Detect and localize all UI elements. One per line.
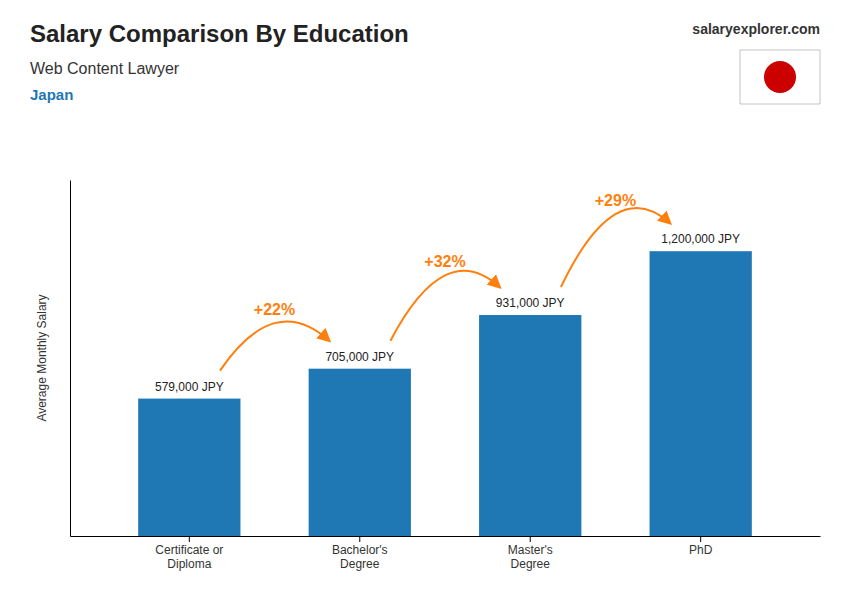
country: Japan — [30, 86, 73, 103]
change-label: +32% — [424, 253, 465, 270]
x-axis-line — [71, 536, 821, 537]
subtitle: Web Content Lawyer — [30, 60, 180, 77]
data-label: 931,000 JPY — [496, 296, 565, 310]
y-axis-title: Average Monthly Salary — [35, 294, 49, 421]
x-tick: Master'sDegree — [508, 536, 553, 571]
bar — [138, 399, 240, 536]
bar — [479, 315, 581, 536]
title: Salary Comparison By Education — [30, 20, 409, 47]
bar — [309, 369, 411, 536]
x-tick-label-line: Degree — [340, 557, 380, 571]
x-tick-label: Master'sDegree — [508, 543, 553, 571]
plot: Certificate orDiplomaBachelor'sDegreeMas… — [71, 181, 821, 571]
x-tick-label-line: Certificate or — [155, 543, 223, 557]
change-arrow — [390, 271, 499, 341]
website: salaryexplorer.com — [692, 21, 820, 37]
x-tick-mark — [530, 536, 531, 542]
data-label: 1,200,000 JPY — [661, 232, 740, 246]
change-label: +22% — [254, 301, 295, 318]
x-tick: Bachelor'sDegree — [332, 536, 388, 571]
x-tick-label-line: Master's — [508, 543, 553, 557]
flag-disc — [764, 61, 796, 93]
chart: Salary Comparison By Education Web Conten… — [0, 0, 850, 606]
x-tick-label-line: Degree — [511, 557, 551, 571]
y-axis-line — [70, 181, 71, 537]
flag — [740, 50, 820, 104]
data-label: 705,000 JPY — [325, 350, 394, 364]
x-tick-label: PhD — [689, 543, 713, 557]
x-tick: PhD — [689, 536, 713, 557]
change-arrow — [561, 208, 670, 287]
bar — [650, 251, 752, 536]
x-tick-mark — [359, 536, 360, 542]
change-arrow — [220, 321, 329, 370]
x-tick-label-line: Diploma — [167, 557, 211, 571]
x-axis: Certificate orDiplomaBachelor'sDegreeMas… — [71, 536, 821, 571]
x-tick-label: Certificate orDiploma — [155, 543, 223, 571]
flag-field — [740, 50, 820, 104]
x-tick: Certificate orDiploma — [155, 536, 223, 571]
x-tick-mark — [189, 536, 190, 542]
x-tick-label-line: Bachelor's — [332, 543, 388, 557]
x-tick-mark — [700, 536, 701, 542]
annotations: +22% +32% +29% — [220, 192, 670, 370]
change-label: +29% — [595, 192, 636, 209]
x-tick-label-line: PhD — [689, 543, 713, 557]
bars — [138, 251, 752, 536]
y-axis — [70, 181, 71, 537]
x-tick-label: Bachelor'sDegree — [332, 543, 388, 571]
data-labels: 579,000 JPY 705,000 JPY 931,000 JPY 1,200,0… — [155, 232, 740, 393]
data-label: 579,000 JPY — [155, 380, 224, 394]
